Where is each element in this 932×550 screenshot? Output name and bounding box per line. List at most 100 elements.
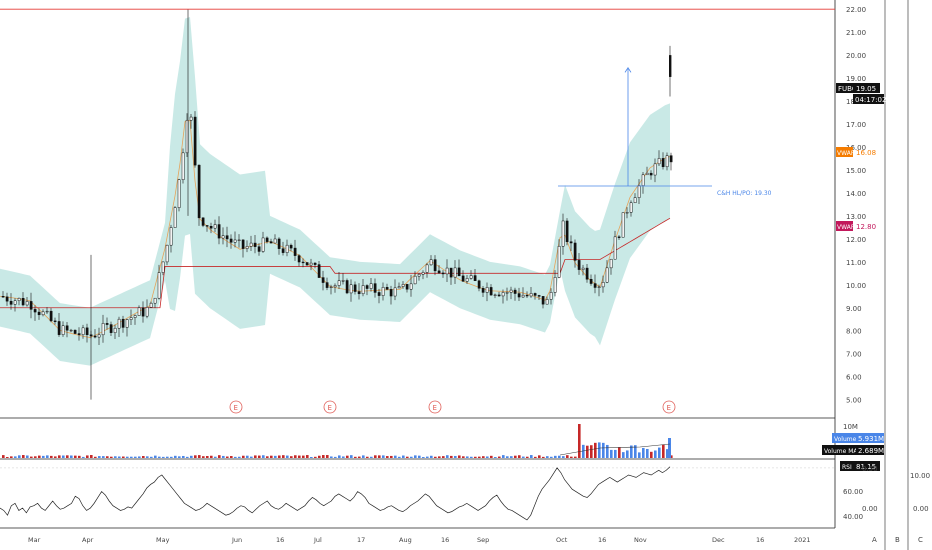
volume-bar bbox=[298, 455, 301, 458]
volume-bar bbox=[558, 455, 561, 458]
vwap-tag-2 bbox=[836, 221, 853, 231]
x-tick-label: 16 bbox=[276, 536, 284, 544]
x-tick-label: May bbox=[156, 536, 170, 544]
candle-body bbox=[521, 294, 525, 298]
volume-bar bbox=[278, 455, 281, 458]
candle-body bbox=[669, 55, 672, 77]
candle-body bbox=[385, 287, 389, 290]
volume-bar bbox=[534, 456, 537, 458]
volume-bar bbox=[590, 445, 593, 458]
candle-body bbox=[265, 237, 269, 242]
candle-body bbox=[625, 212, 629, 214]
volume-bar bbox=[622, 452, 625, 458]
countdown-tag bbox=[853, 94, 884, 104]
candle-body bbox=[353, 284, 357, 292]
volume-bar bbox=[426, 456, 429, 458]
candle-body bbox=[309, 262, 313, 266]
price-tick-label: 16.00 bbox=[846, 144, 866, 152]
countdown-value: 04:17:02 bbox=[855, 96, 886, 104]
candle-body bbox=[57, 321, 61, 335]
x-tick-label: Sep bbox=[477, 536, 489, 544]
candle-body bbox=[421, 272, 425, 275]
bottom-letter-b[interactable]: B bbox=[895, 536, 900, 544]
candle-body bbox=[169, 227, 173, 246]
x-tick-label: 17 bbox=[357, 536, 365, 544]
volume-bar bbox=[138, 456, 141, 458]
candle-body bbox=[325, 282, 329, 288]
volume-bar bbox=[174, 455, 177, 458]
x-tick-label: 16 bbox=[756, 536, 764, 544]
candle-body bbox=[233, 239, 237, 243]
last-price-tag bbox=[853, 83, 880, 93]
target-arrow-head bbox=[624, 67, 632, 73]
volume-bar bbox=[66, 455, 69, 458]
candle-body bbox=[617, 236, 621, 238]
volume-bar bbox=[446, 455, 449, 458]
volume-bar bbox=[30, 456, 33, 458]
candle-body bbox=[397, 286, 401, 289]
volume-bar bbox=[342, 456, 345, 458]
candle-body bbox=[237, 239, 241, 241]
candle-body bbox=[153, 297, 157, 304]
candle-body bbox=[489, 287, 493, 296]
candle-body bbox=[293, 247, 297, 256]
volume-bar bbox=[506, 456, 509, 458]
volume-bar bbox=[498, 456, 501, 458]
volume-bar bbox=[38, 455, 41, 458]
bottom-letter-a[interactable]: A bbox=[872, 536, 877, 544]
price-tick-label: 12.00 bbox=[846, 236, 866, 244]
volume-label: Volume bbox=[834, 436, 857, 443]
bottom-letter-c[interactable]: C bbox=[918, 536, 923, 544]
candle-body bbox=[209, 225, 213, 229]
volume-bar bbox=[602, 442, 605, 458]
price-tick-label: 6.00 bbox=[846, 374, 862, 382]
volume-bar bbox=[94, 456, 97, 458]
candle-body bbox=[509, 289, 513, 293]
volume-bar bbox=[442, 456, 445, 458]
volume-bar bbox=[134, 456, 137, 458]
candle-body bbox=[493, 294, 497, 296]
candle-body bbox=[77, 333, 81, 335]
volume-ma-label: Volume MA bbox=[824, 448, 858, 455]
candle-body bbox=[517, 293, 521, 298]
candle-body bbox=[669, 155, 673, 163]
candle-body bbox=[217, 224, 221, 239]
candle-body bbox=[609, 258, 613, 269]
volume-bar bbox=[650, 451, 653, 458]
candle-body bbox=[205, 225, 209, 227]
volume-bar bbox=[26, 455, 29, 458]
price-tick-label: 8.00 bbox=[846, 328, 862, 336]
volume-bar bbox=[234, 456, 237, 458]
candle-body bbox=[37, 311, 41, 316]
candle-body bbox=[621, 212, 625, 238]
volume-bar bbox=[170, 456, 173, 458]
candle-body bbox=[405, 284, 409, 290]
candle-body bbox=[145, 307, 149, 317]
volume-bar bbox=[450, 455, 453, 458]
volume-bar bbox=[54, 456, 57, 458]
candle-body bbox=[481, 288, 485, 293]
vwap-label-2: VWAP bbox=[837, 224, 855, 231]
candle-body bbox=[453, 267, 457, 278]
candle-body bbox=[41, 311, 45, 316]
volume-bar bbox=[662, 444, 665, 458]
volume-bar bbox=[606, 444, 609, 458]
price-tick-label: 9.00 bbox=[846, 305, 862, 313]
volume-bar bbox=[86, 455, 89, 458]
candle-body bbox=[49, 310, 53, 322]
volume-bar bbox=[626, 450, 629, 458]
volume-bar bbox=[594, 442, 597, 458]
volume-bar bbox=[658, 447, 661, 458]
volume-bar bbox=[670, 455, 673, 458]
candle-body bbox=[317, 264, 321, 278]
candle-body bbox=[469, 275, 473, 279]
candle-body bbox=[93, 335, 97, 338]
candle-body bbox=[365, 285, 369, 289]
candle-body bbox=[337, 280, 341, 286]
volume-bar bbox=[198, 455, 201, 458]
x-tick-label: Oct bbox=[556, 536, 568, 544]
candle-body bbox=[225, 235, 229, 240]
volume-bar bbox=[410, 456, 413, 458]
volume-bar bbox=[78, 455, 81, 458]
candle-body bbox=[349, 284, 353, 294]
